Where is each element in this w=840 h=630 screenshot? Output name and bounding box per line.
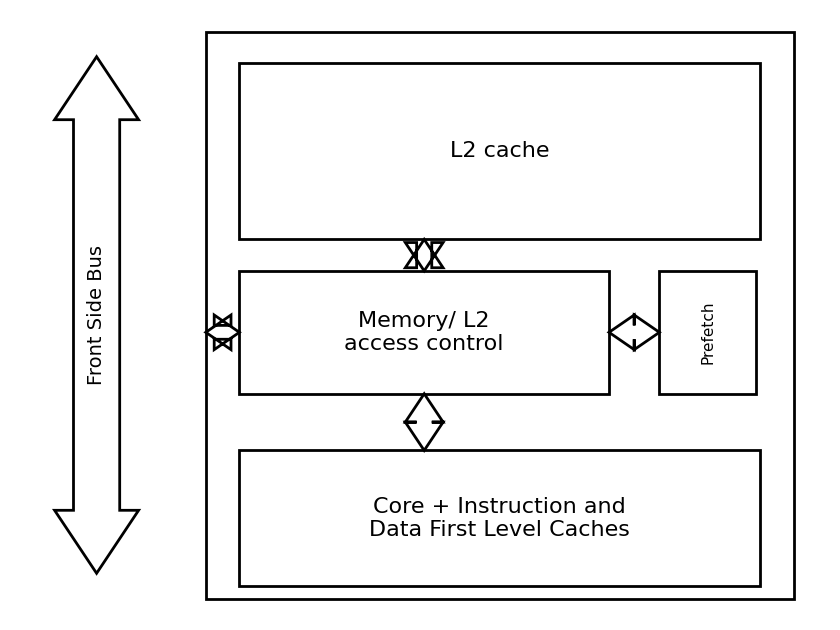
Polygon shape [609, 315, 659, 350]
Bar [659, 271, 756, 394]
Bar [239, 271, 609, 394]
Bar [239, 63, 760, 239]
Text: Memory/ L2
access control: Memory/ L2 access control [344, 311, 504, 354]
Polygon shape [206, 315, 239, 350]
Polygon shape [406, 239, 444, 271]
Bar [206, 32, 794, 598]
Text: Front Side Bus: Front Side Bus [87, 245, 106, 385]
Bar [239, 450, 760, 586]
Polygon shape [406, 394, 444, 450]
Text: L2 cache: L2 cache [450, 141, 549, 161]
Text: Core + Instruction and
Data First Level Caches: Core + Instruction and Data First Level … [370, 496, 630, 540]
Polygon shape [55, 57, 139, 573]
Text: Prefetch: Prefetch [701, 301, 715, 364]
